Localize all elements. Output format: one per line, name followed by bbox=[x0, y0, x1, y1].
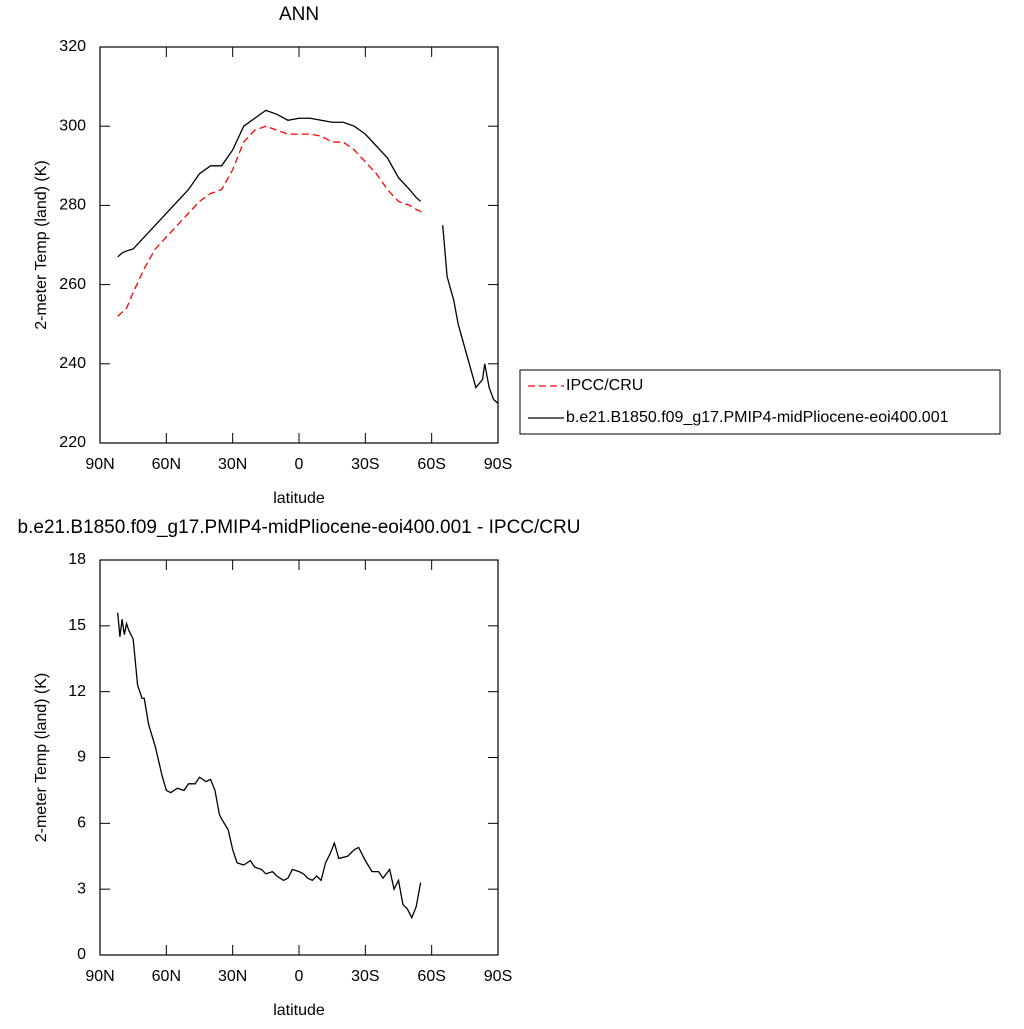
y-axis-label: 2-meter Temp (land) (K) bbox=[33, 673, 50, 843]
y-tick-label: 12 bbox=[68, 683, 86, 700]
x-tick-label: 0 bbox=[295, 968, 304, 985]
y-tick-label: 9 bbox=[77, 749, 86, 766]
x-tick-label: 0 bbox=[295, 456, 304, 473]
y-tick-label: 15 bbox=[68, 617, 86, 634]
x-tick-label: 30N bbox=[218, 456, 247, 473]
y-tick-label: 260 bbox=[59, 276, 86, 293]
x-tick-label: 60N bbox=[152, 968, 181, 985]
y-tick-label: 280 bbox=[59, 197, 86, 214]
y-tick-label: 18 bbox=[68, 551, 86, 568]
y-tick-label: 320 bbox=[59, 38, 86, 55]
y-tick-label: 3 bbox=[77, 880, 86, 897]
y-tick-label: 0 bbox=[77, 946, 86, 963]
data-line bbox=[117, 612, 422, 920]
data-line bbox=[117, 125, 424, 317]
chart-title: ANN bbox=[279, 4, 319, 25]
legend-label: b.e21.B1850.f09_g17.PMIP4-midPliocene-eo… bbox=[566, 409, 949, 426]
y-tick-label: 220 bbox=[59, 434, 86, 451]
x-tick-label: 90S bbox=[484, 968, 512, 985]
y-tick-label: 6 bbox=[77, 815, 86, 832]
chart-title: b.e21.B1850.f09_g17.PMIP4-midPliocene-eo… bbox=[18, 517, 581, 538]
x-tick-label: 30N bbox=[218, 968, 247, 985]
x-tick-label: 60N bbox=[152, 456, 181, 473]
y-tick-label: 240 bbox=[59, 355, 86, 372]
x-tick-label: 60S bbox=[417, 968, 445, 985]
y-tick-label: 300 bbox=[59, 117, 86, 134]
legend-box bbox=[519, 369, 1001, 435]
x-tick-label: 30S bbox=[351, 456, 379, 473]
plot-frame bbox=[99, 46, 499, 444]
x-tick-label: 90S bbox=[484, 456, 512, 473]
data-line bbox=[117, 109, 499, 404]
x-tick-label: 30S bbox=[351, 968, 379, 985]
x-tick-label: 60S bbox=[417, 456, 445, 473]
x-tick-label: 90N bbox=[85, 968, 114, 985]
y-axis-label: 2-meter Temp (land) (K) bbox=[33, 160, 50, 330]
x-axis-label: latitude bbox=[273, 1002, 325, 1019]
plot-frame bbox=[99, 559, 499, 956]
x-axis-label: latitude bbox=[273, 490, 325, 507]
legend-label: IPCC/CRU bbox=[566, 377, 643, 394]
x-tick-label: 90N bbox=[85, 456, 114, 473]
